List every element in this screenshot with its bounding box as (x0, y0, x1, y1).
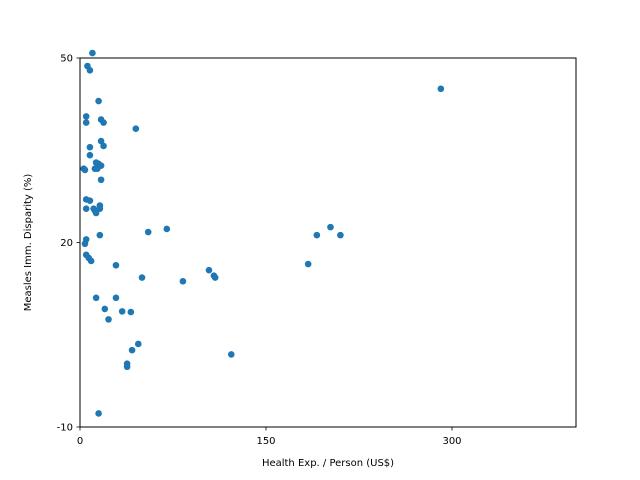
data-point (127, 308, 135, 316)
data-point (94, 165, 101, 172)
data-point (227, 351, 235, 358)
data-point (128, 346, 136, 354)
points-layer (80, 49, 445, 417)
data-point (95, 97, 102, 105)
data-point (144, 228, 152, 236)
data-point (100, 119, 107, 126)
x-axis-label: Health Exp. / Person (US$) (262, 458, 394, 469)
data-point (82, 205, 90, 212)
data-point (163, 225, 171, 233)
data-point (96, 205, 104, 212)
y-tick-label: 20 (60, 238, 73, 249)
data-point (92, 209, 100, 217)
x-tick-label: 300 (442, 436, 461, 447)
x-axis: 0 150 300 (77, 427, 462, 447)
data-point (123, 360, 131, 367)
data-point (86, 143, 94, 151)
data-point (81, 240, 89, 248)
y-tick-label: -10 (57, 423, 73, 434)
data-point (327, 223, 334, 231)
data-point (313, 231, 321, 239)
data-point (132, 125, 140, 133)
data-point (112, 261, 120, 269)
data-point (86, 197, 94, 204)
data-point (100, 142, 107, 150)
data-point (437, 85, 445, 93)
y-axis-label: Measles Imm. Disparity (%) (23, 174, 34, 312)
data-point (92, 294, 100, 302)
data-point (81, 166, 89, 174)
x-tick-label: 150 (256, 436, 275, 447)
data-point (97, 176, 105, 184)
data-point (89, 49, 96, 57)
data-point (118, 308, 126, 315)
data-point (86, 67, 94, 74)
data-point (138, 274, 146, 281)
data-point (179, 277, 187, 285)
data-point (134, 340, 142, 348)
data-point (95, 410, 102, 417)
data-point (87, 257, 95, 265)
data-point (96, 231, 104, 239)
data-point (205, 266, 213, 274)
data-point (101, 305, 109, 313)
data-point (211, 274, 219, 281)
data-point (337, 231, 344, 239)
y-axis: -10 20 50 (57, 54, 80, 434)
data-point (82, 119, 90, 126)
x-tick-label: 0 (77, 436, 83, 447)
data-point (304, 260, 312, 268)
y-tick-label: 50 (60, 54, 73, 65)
data-point (112, 294, 120, 302)
data-point (105, 316, 112, 323)
data-point (82, 113, 90, 120)
plot-frame (79, 57, 577, 428)
data-point (86, 151, 94, 159)
data-point (97, 137, 105, 145)
